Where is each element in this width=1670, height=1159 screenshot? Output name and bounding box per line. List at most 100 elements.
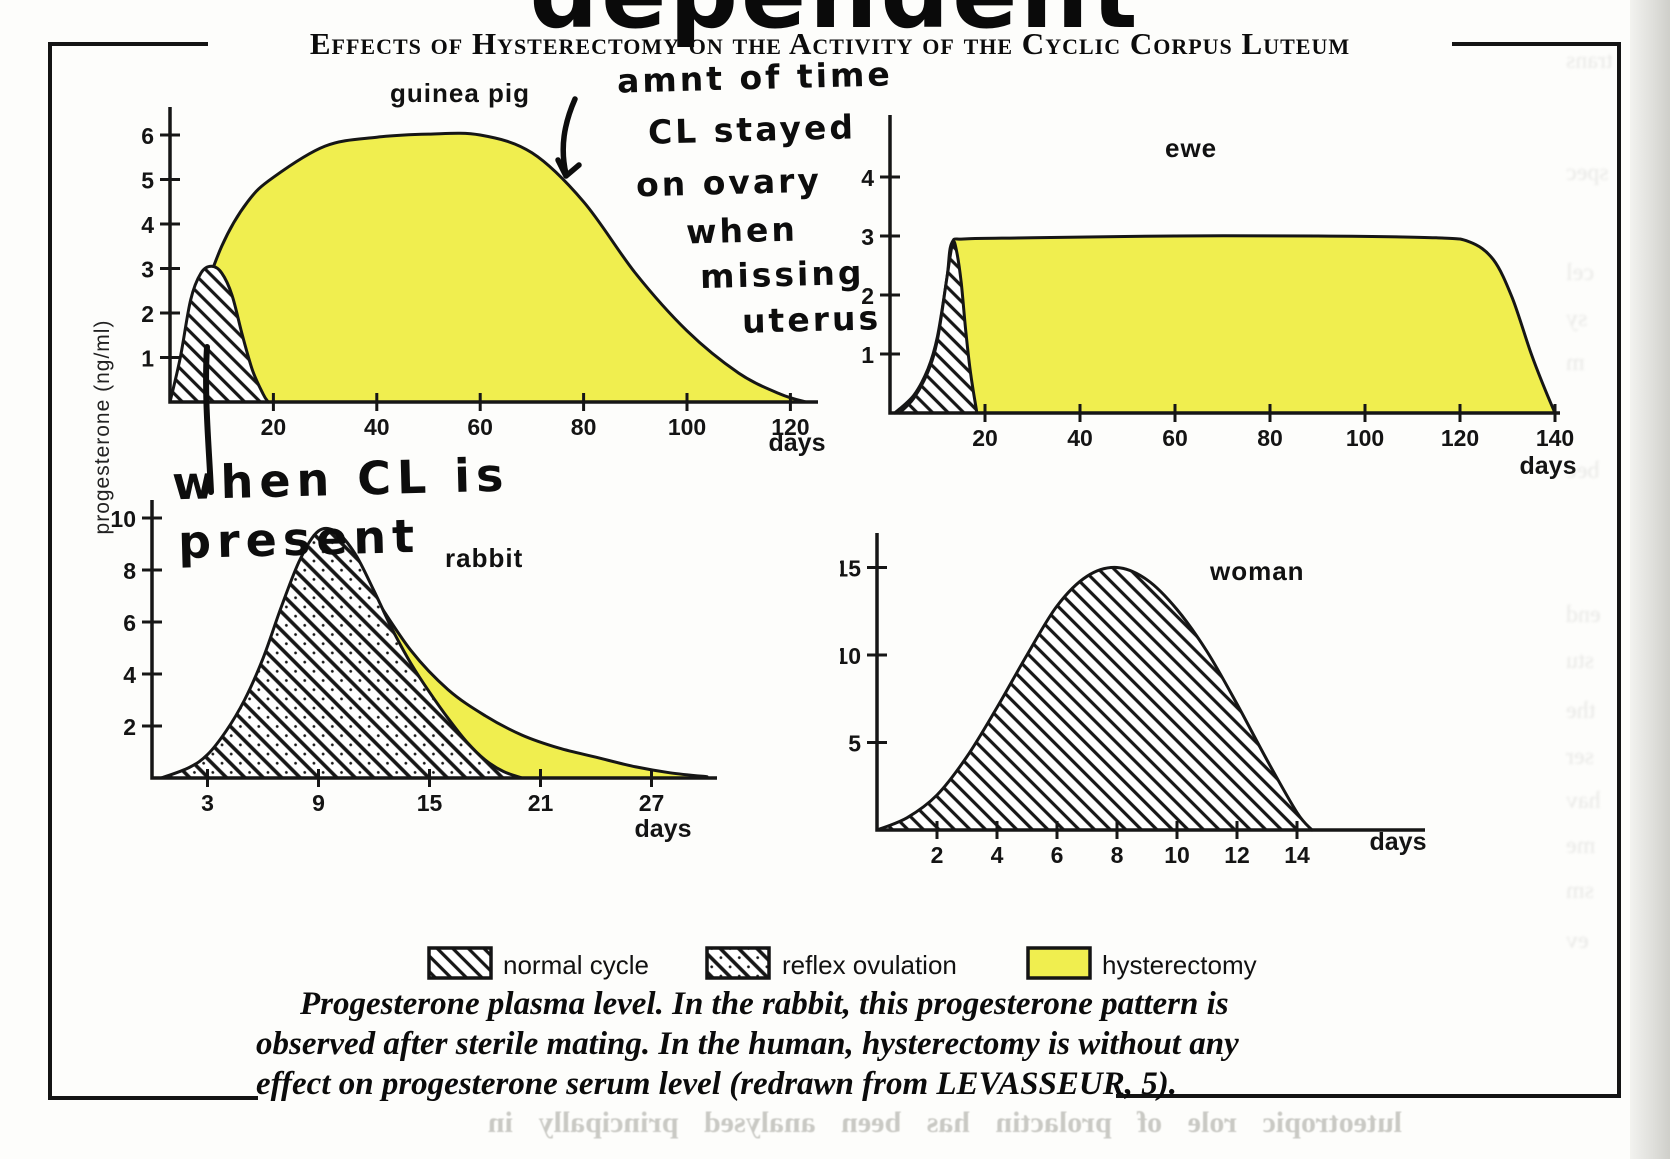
handwritten-note-line: missing [699,252,865,297]
handwritten-note-line: amnt of time [616,54,894,101]
hysterectomy-area [894,235,1555,413]
x-tick-label: 12 [1224,842,1250,868]
y-tick-label: 15 [840,556,861,582]
rabbit-chart: 3 9 15 21 27 2 4 6 8 10 days [110,500,717,843]
y-tick-label: 2 [141,301,154,327]
y-tick-label: 10 [840,643,861,669]
bleed-through-fragment: the [1566,698,1596,724]
x-axis-days-label: days [1520,452,1577,480]
legend-label-reflex-ovulation: reflex ovulation [782,950,957,980]
x-tick-label: 100 [668,414,706,440]
reflex ovulation-outline [159,526,524,780]
x-tick-label: 80 [571,414,597,440]
bleed-through-fragment: end [1566,602,1601,628]
normal cycle-area [170,266,269,402]
y-tick-label: 5 [848,731,861,757]
y-tick-label: 2 [123,714,136,740]
y-tick-label: 4 [141,212,154,238]
chart-title-rabbit: rabbit [445,543,524,573]
normal cycle-area [899,241,977,413]
legend-swatch-normal-cycle [427,946,493,980]
caption-line: effect on progesterone serum level (redr… [256,1066,1177,1102]
x-tick-label: 20 [261,414,287,440]
y-tick-label: 1 [141,346,154,372]
bleed-through-fragment: trans [1566,48,1613,74]
normal cycle-outline [168,264,270,404]
bleed-through-fragment: me [1566,833,1596,859]
bleed-through-fragment: sy [1566,306,1588,332]
guinea-pig-chart: 20 40 60 80 100 120 1 2 3 4 5 6 days [141,107,826,457]
bleed-through-fragment: cel [1566,260,1594,286]
cropped-heading-word: dependent [0,0,1670,50]
y-tick-label: 3 [861,224,874,250]
x-tick-label: 21 [528,790,554,816]
y-tick-label: 6 [123,610,136,636]
bleed-through-fragment: sm [1566,878,1595,904]
normal cycle-outline [898,240,979,415]
axes [168,107,818,404]
x-tick-label: 120 [771,414,809,440]
axes [150,500,717,780]
figure-title: Effects of Hysterectomy on the Activity … [309,26,1351,61]
x-tick-label: 60 [1162,425,1188,451]
x-tick-label: 20 [972,425,998,451]
frame-border-bottom-left [48,1096,258,1100]
y-tick-label: 5 [141,168,154,194]
x-tick-label: 14 [1284,842,1310,868]
y-tick-label: 4 [123,662,136,688]
bleed-through-fragment: hav [1566,788,1601,814]
frame-border-bottom-right [1116,1094,1621,1098]
normal cycle-area [877,567,1312,830]
x-tick-label: 27 [639,790,665,816]
bleed-through-fragment: bec [1566,458,1600,484]
axes [875,533,1425,832]
y-tick-label: 2 [861,283,874,309]
x-tick-label: 6 [1051,842,1064,868]
x-tick-label: 8 [1111,842,1124,868]
handwritten-arrow-icon [555,96,582,179]
frame-border-top-left [48,42,208,46]
handwritten-note-line: on ovary [635,160,823,205]
x-tick-label: 100 [1346,425,1384,451]
y-tick-label: 4 [861,165,874,191]
hysterectomy-outline [168,131,808,404]
handwritten-note-line: present [177,508,421,570]
x-tick-label: 2 [931,842,944,868]
x-tick-label: 9 [312,790,325,816]
caption-line: observed after sterile mating. In the hu… [256,1026,1239,1062]
x-axis-days-label: days [635,815,692,843]
x-tick-label: 4 [991,842,1004,868]
legend-swatch-reflex-ovulation [705,946,771,980]
frame-border-top-right [1452,42,1621,46]
legend-label-normal-cycle: normal cycle [503,950,649,980]
handwritten-note-line: when CL is [171,447,511,511]
bleed-through-fragment: stu [1566,648,1595,674]
y-tick-label: 10 [110,506,136,532]
x-tick-label: 40 [364,414,390,440]
y-tick-label: 6 [141,123,154,149]
woman-chart: 2 4 6 8 10 12 14 5 10 15 days [840,533,1427,868]
bleed-through-text: luteotropic role of prolactin has been a… [487,1106,1403,1139]
legend-label-hysterectomy: hysterectomy [1102,950,1257,980]
chart-title-guinea-pig: guinea pig [390,78,530,108]
x-tick-label: 60 [467,414,493,440]
handwritten-note-line: uterus [741,298,882,341]
legend-swatch-hysterectomy [1026,946,1092,980]
bleed-through-fragment: ev [1566,928,1589,954]
bleed-through-fragment: spec [1566,160,1609,186]
x-tick-label: 80 [1257,425,1283,451]
frame-border-right [1617,42,1621,1098]
y-tick-label: 3 [141,257,154,283]
x-tick-label: 15 [417,790,443,816]
x-axis-days-label: days [1370,828,1427,856]
hysterectomy-area [170,133,806,403]
x-tick-label: 120 [1441,425,1479,451]
x-axis-days-label: days [769,429,826,457]
ewe-chart: 20 40 60 80 100 120 140 1 2 3 4 days [861,115,1577,480]
reflex ovulation-area [161,528,523,778]
x-tick-label: 40 [1067,425,1093,451]
axes [888,115,1560,415]
handwritten-note-line: CL stayed [647,107,857,152]
normal cycle-outline [875,565,1314,832]
x-tick-label: 10 [1164,842,1190,868]
